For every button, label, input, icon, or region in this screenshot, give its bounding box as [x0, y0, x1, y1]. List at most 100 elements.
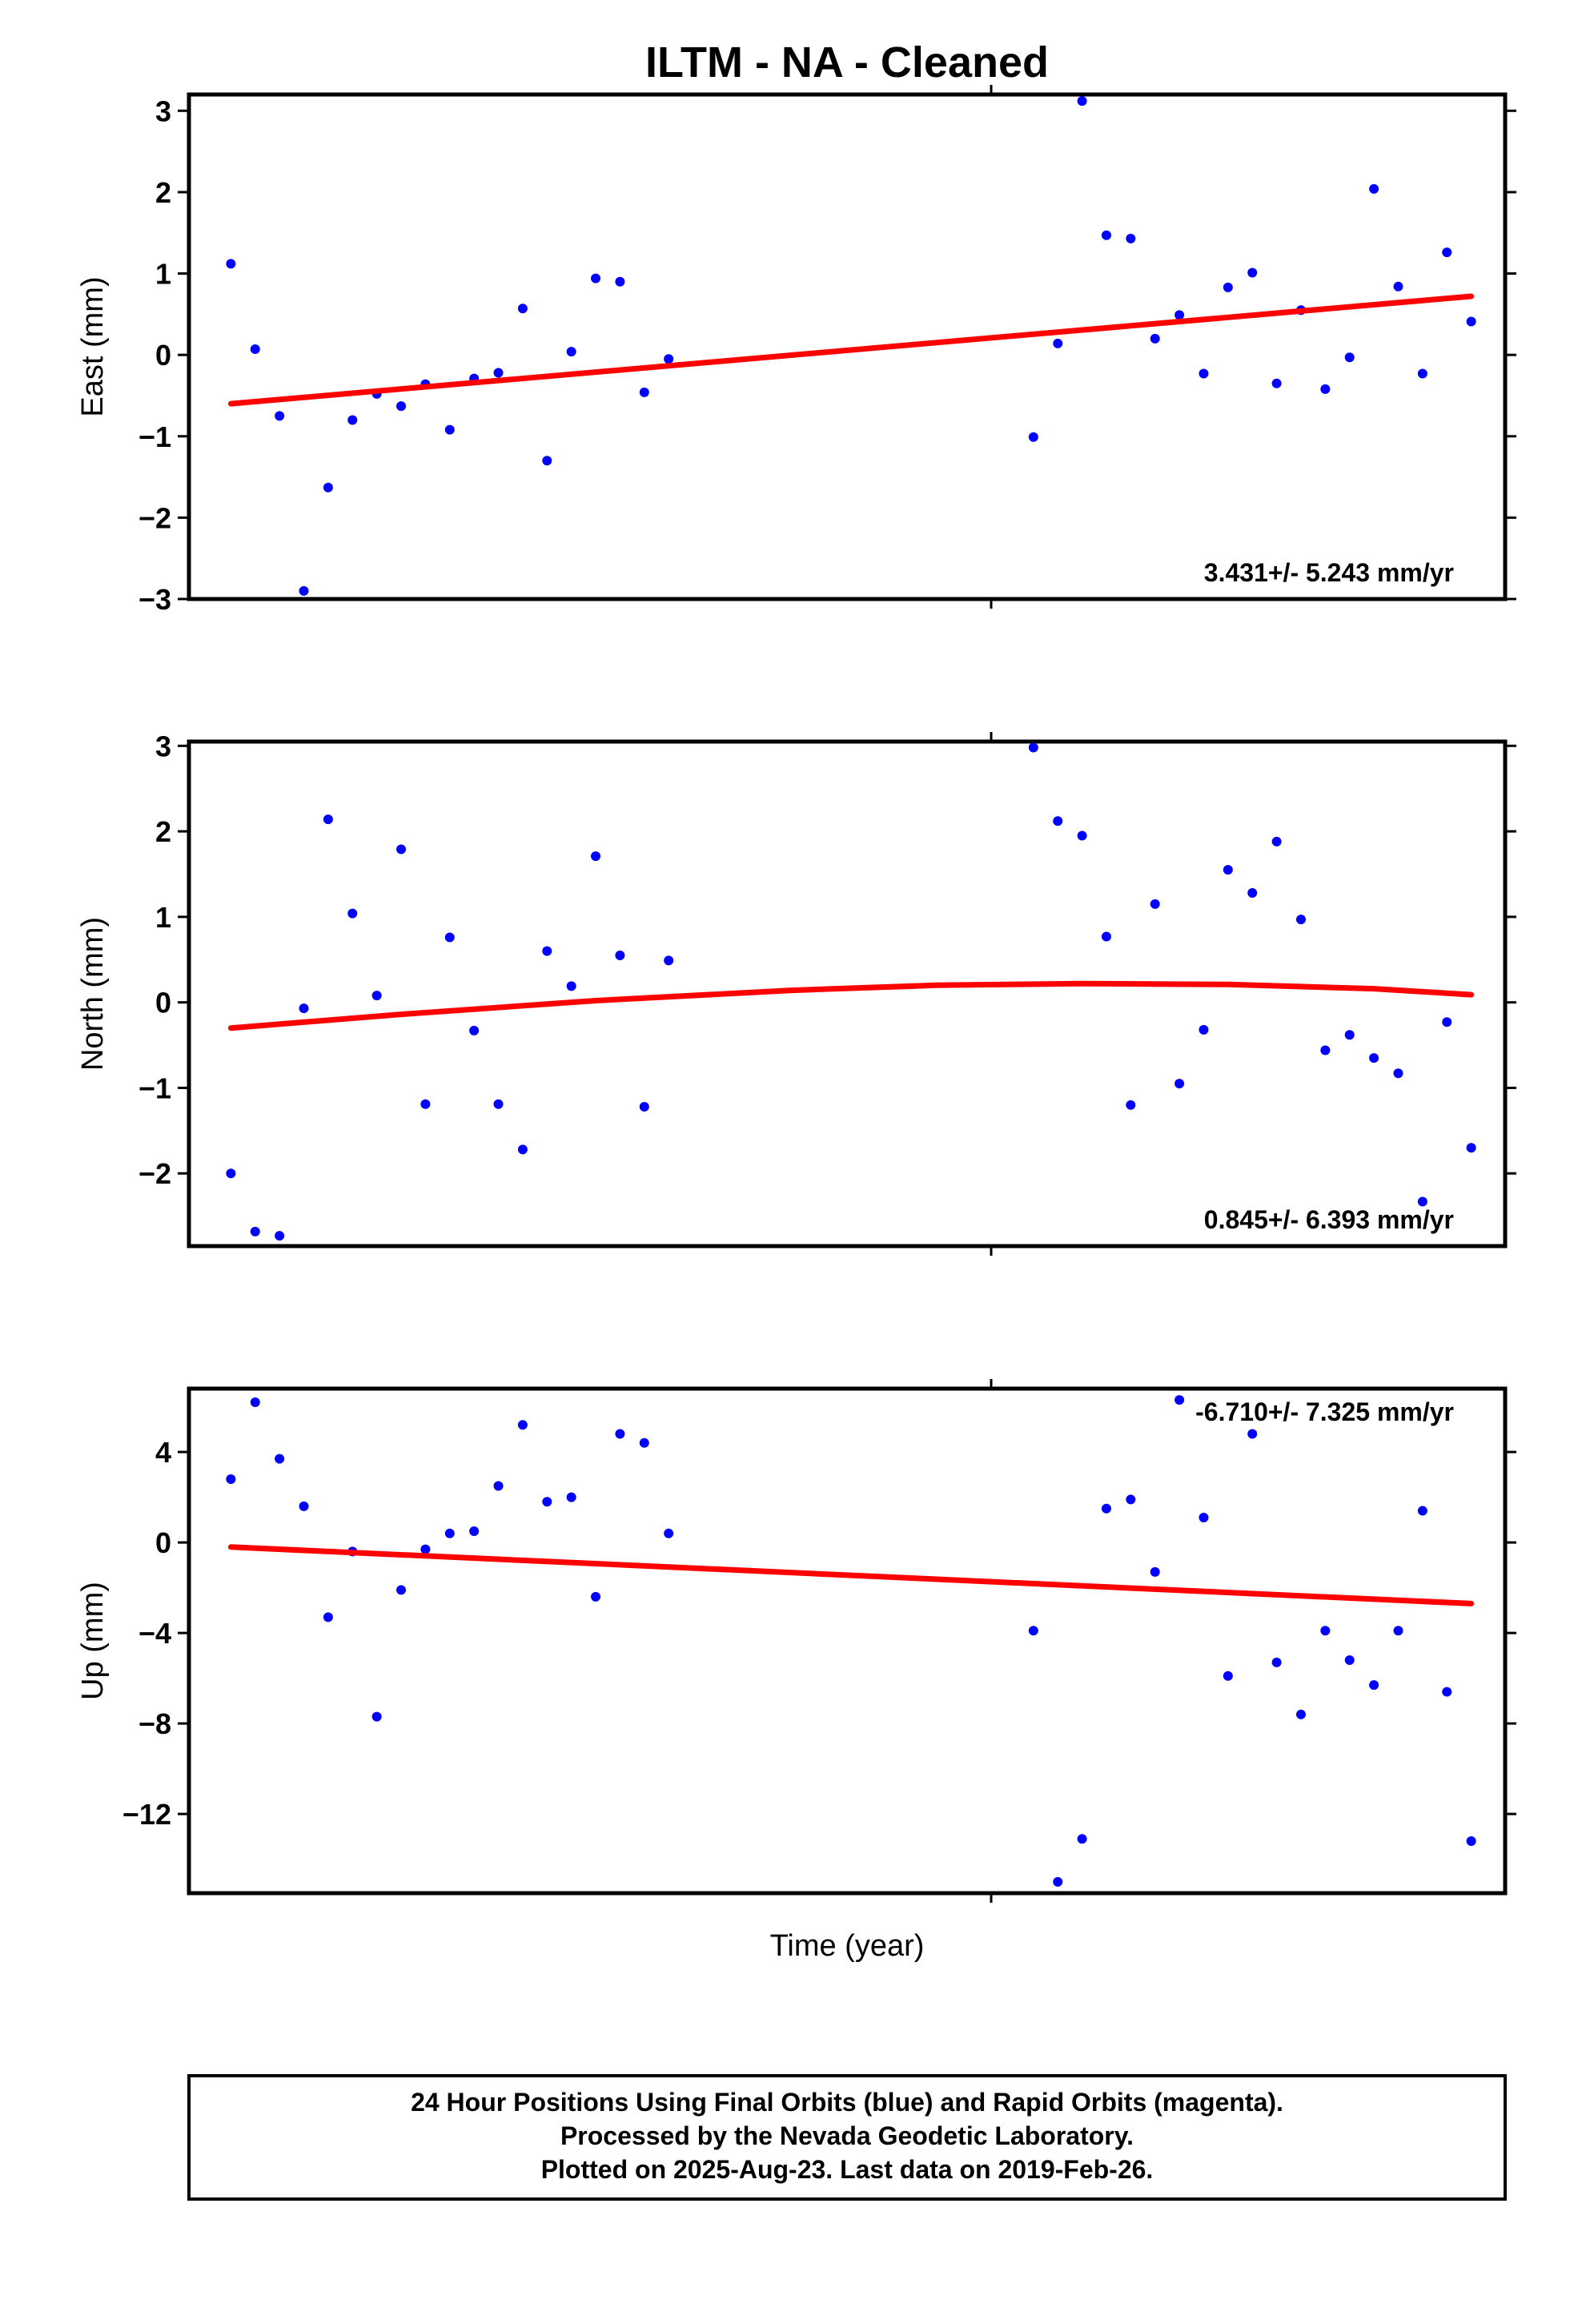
footer-line-1: 24 Hour Positions Using Final Orbits (bl… — [411, 2088, 1283, 2117]
y-tick-label: −1 — [139, 1072, 171, 1104]
data-point — [323, 1612, 333, 1622]
data-point — [1150, 333, 1160, 344]
x-axis-label: Time (year) — [770, 1929, 925, 1963]
data-point — [299, 1003, 309, 1014]
data-point — [1101, 1503, 1111, 1514]
y-axis-label: North (mm) — [76, 917, 110, 1071]
data-point — [1295, 1709, 1306, 1719]
rate-label: 3.431+/- 5.243 mm/yr — [1204, 558, 1454, 587]
y-tick-label: −8 — [139, 1707, 171, 1740]
y-tick-label: −3 — [139, 583, 171, 616]
y-tick-label: 3 — [155, 94, 171, 127]
data-point — [250, 344, 260, 355]
data-point — [1174, 1395, 1185, 1405]
data-point — [1393, 1626, 1403, 1636]
data-point — [1417, 368, 1427, 379]
data-point — [1466, 316, 1476, 327]
y-axis-label: Up (mm) — [76, 1582, 110, 1700]
data-point — [1320, 1045, 1331, 1055]
data-point — [444, 1528, 455, 1538]
data-point — [566, 347, 576, 357]
rate-label: 0.845+/- 6.393 mm/yr — [1204, 1205, 1454, 1234]
y-tick-label: 0 — [155, 987, 171, 1019]
data-point — [371, 991, 382, 1001]
panel-up: 4 0 −4 −8 −12 Up (mm) -6.710+/- 7.325 mm/yr — [76, 1379, 1516, 1903]
data-point — [1028, 1626, 1038, 1636]
data-point — [275, 411, 285, 421]
data-point — [1344, 1030, 1355, 1040]
data-point — [275, 1454, 285, 1464]
plot-frame — [187, 739, 1508, 1248]
data-point — [1199, 368, 1209, 379]
data-point — [1174, 310, 1185, 320]
data-point — [1442, 247, 1452, 258]
y-tick-label: −2 — [139, 1157, 171, 1190]
panel-east: 3 2 1 0 −1 −2 −3 East (mm) 3.431+/- 5.243 mm/yr — [76, 85, 1516, 616]
data-point — [226, 1474, 236, 1485]
y-tick-label: −4 — [139, 1617, 171, 1650]
data-point — [542, 1497, 552, 1507]
data-point — [469, 1526, 480, 1536]
data-point — [1369, 1680, 1379, 1691]
plot-frame — [187, 92, 1508, 601]
panel-north: 3 2 1 0 −1 −2 North (mm) 0.845+/- 6.393 mm/yr — [76, 730, 1516, 1256]
trend-line — [227, 980, 1475, 1031]
data-point — [639, 387, 649, 397]
y-axis-label: East (mm) — [76, 276, 110, 416]
data-point — [347, 415, 358, 425]
data-point — [1393, 281, 1403, 292]
data-point — [493, 368, 504, 378]
y-tick-label: 2 — [155, 815, 171, 848]
data-point — [639, 1101, 649, 1112]
trend-line — [227, 1544, 1475, 1606]
y-tick-label: −12 — [122, 1798, 171, 1831]
data-point — [566, 1492, 576, 1502]
data-point — [1466, 1143, 1476, 1153]
data-point — [1053, 338, 1063, 348]
data-point — [1417, 1506, 1427, 1516]
data-point — [299, 1501, 309, 1511]
data-point — [396, 401, 407, 412]
data-point — [1417, 1196, 1427, 1207]
data-point — [517, 1144, 528, 1155]
data-point — [1174, 1079, 1185, 1089]
data-point — [1150, 899, 1160, 909]
data-point — [615, 276, 625, 287]
data-point — [226, 1168, 236, 1179]
data-point — [1271, 378, 1282, 388]
data-point — [1150, 1566, 1160, 1577]
data-point — [444, 424, 455, 435]
data-point — [1126, 233, 1136, 243]
data-point — [1344, 352, 1355, 363]
data-point — [396, 844, 407, 854]
data-point — [1077, 830, 1087, 841]
data-point — [1344, 1655, 1355, 1666]
data-point — [226, 259, 236, 269]
data-point — [1077, 96, 1087, 107]
data-point — [323, 482, 333, 493]
data-point — [1101, 931, 1111, 942]
data-point — [1442, 1017, 1452, 1027]
data-point — [275, 1231, 285, 1241]
data-point — [591, 851, 601, 862]
data-point — [1369, 1053, 1379, 1063]
y-tick-label: 1 — [155, 258, 171, 291]
data-point — [615, 1429, 625, 1439]
data-point — [1320, 384, 1331, 394]
data-point — [615, 950, 625, 960]
data-point — [1247, 1429, 1258, 1439]
data-point — [1393, 1068, 1403, 1079]
data-point — [299, 585, 309, 596]
data-point — [664, 1528, 674, 1538]
data-point — [1077, 1834, 1087, 1844]
data-point — [347, 908, 358, 919]
data-point — [1223, 865, 1233, 875]
data-point — [1320, 1626, 1331, 1636]
data-point — [1369, 183, 1379, 194]
data-point — [1271, 836, 1282, 846]
data-point — [1028, 432, 1038, 442]
y-tick-label: 0 — [155, 339, 171, 372]
data-point — [517, 304, 528, 314]
data-point — [1247, 267, 1258, 278]
data-point — [639, 1437, 649, 1448]
